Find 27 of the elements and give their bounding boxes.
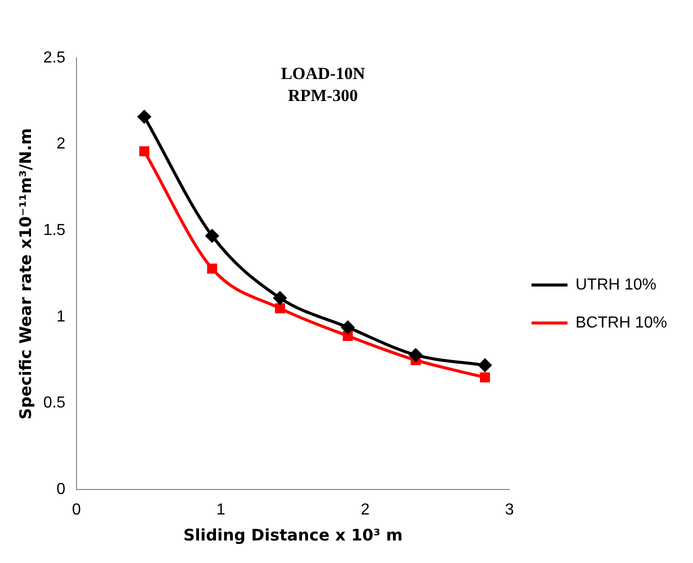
chart-title: LOAD-10N (280, 64, 366, 83)
y-tick-label: 2 (56, 136, 66, 153)
point (342, 330, 353, 341)
legend-label: UTRH 10% (576, 276, 656, 294)
text: RPM-300 (288, 86, 358, 105)
point (206, 229, 219, 242)
point (207, 264, 218, 274)
y-axis-title: Specific Wear rate x10⁻¹¹m³/N.m (16, 128, 35, 420)
point (274, 303, 286, 314)
x-tick-label: 2 (360, 502, 370, 519)
point (139, 146, 150, 156)
y-tick-label: 2.5 (43, 49, 66, 66)
y-tick-label: 0.5 (43, 394, 66, 412)
x-axis-title: Sliding Distance x 10³ m (183, 526, 403, 545)
y-tick-label: 1.5 (43, 222, 66, 240)
x-tick-label: 0 (72, 502, 81, 519)
y-tick-label: 0 (56, 481, 66, 498)
point (478, 358, 492, 372)
point (341, 320, 354, 334)
y-tick-label: 1 (56, 308, 66, 326)
point (273, 291, 286, 304)
legend-label: BCTRH 10% (576, 314, 668, 332)
point (409, 348, 422, 362)
point (138, 110, 151, 124)
x-tick-label: 1 (216, 502, 226, 519)
point (480, 372, 490, 382)
x-tick-label: 3 (505, 502, 514, 519)
